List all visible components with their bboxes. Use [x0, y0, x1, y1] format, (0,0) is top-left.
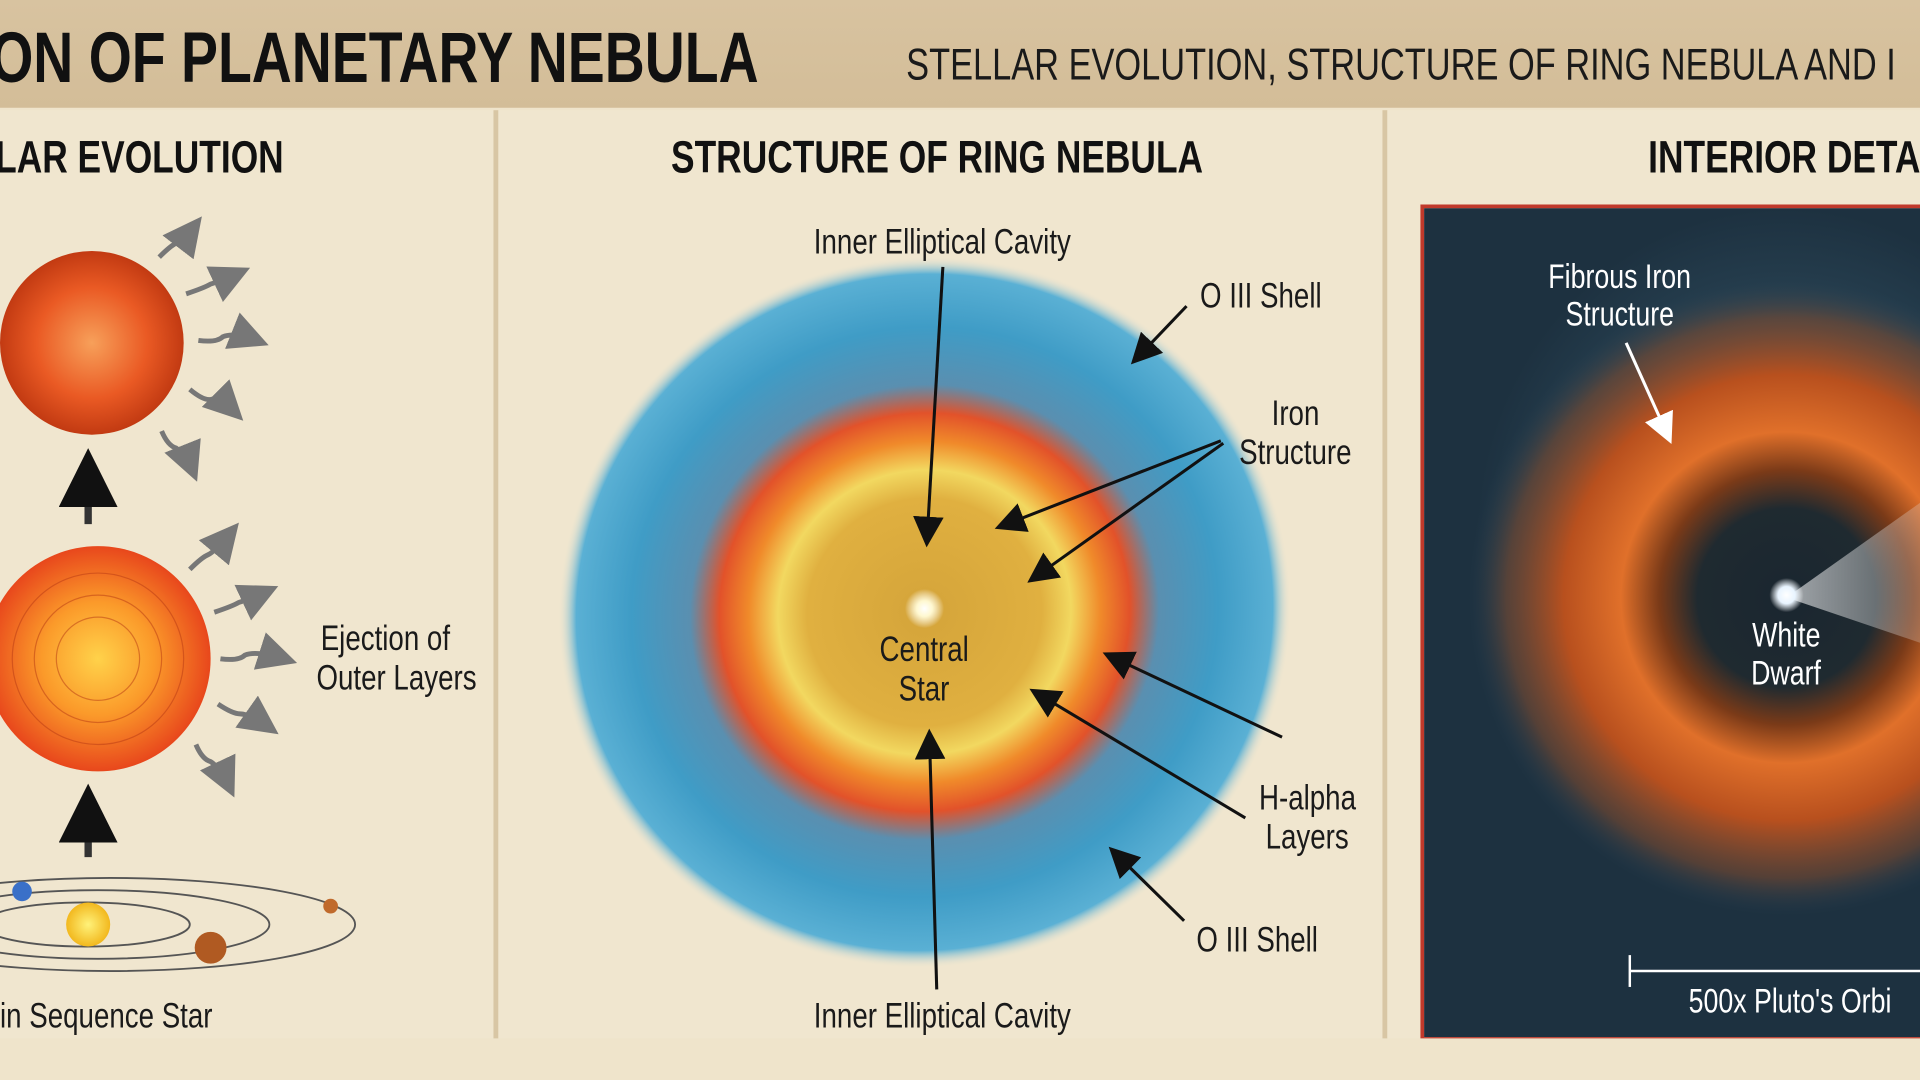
label-text: 500x Pluto's Orbi: [1688, 982, 1892, 1021]
page-subtitle-text: STELLAR EVOLUTION, STRUCTURE OF RING NEB…: [906, 39, 1896, 90]
interior-illustration: [1468, 279, 1920, 987]
label-scale: 500x Pluto's Orbi: [1689, 982, 1920, 1020]
interior-detail-image: Fibrous Iron Structure White Dwarf 500x …: [1420, 204, 1920, 1041]
label-text: O III Shell: [1196, 920, 1319, 961]
label-inner-cavity-top: Inner Elliptical Cavity: [759, 223, 1126, 262]
label-text: O III Shell: [1200, 276, 1323, 316]
label-text: Layers: [1266, 817, 1350, 858]
label-fibrous-iron: Fibrous Iron Structure: [1522, 257, 1718, 333]
divider: [1382, 110, 1388, 1041]
label-text: Inner Elliptical Cavity: [814, 222, 1072, 263]
page-title: ON OF PLANETARY NEBULA: [0, 17, 975, 99]
label-h-alpha-layers: H-alpha Layers: [1237, 779, 1379, 857]
ejection-arrows: [157, 216, 298, 798]
label-oiii-shell-bottom: O III Shell: [1172, 921, 1343, 960]
stellar-evolution-illustration: [0, 216, 356, 972]
label-text: in Sequence Star: [0, 996, 213, 1036]
label-text: Fibrous Iron: [1548, 257, 1692, 296]
zoom-beam: [1786, 502, 1920, 643]
label-oiii-shell-top: O III Shell: [1176, 277, 1347, 316]
label-inner-cavity-bottom: Inner Elliptical Cavity: [759, 997, 1126, 1036]
label-text: Inner Elliptical Cavity: [814, 996, 1072, 1036]
label-white-dwarf: White Dwarf: [1713, 616, 1860, 692]
label-text: Dwarf: [1751, 653, 1822, 692]
footer-strip: [0, 1038, 1920, 1080]
label-text: White: [1752, 615, 1821, 654]
red-giant-star: [0, 251, 184, 435]
label-text: H-alpha: [1259, 778, 1357, 818]
callout-arrows: [913, 266, 1283, 990]
label-text: Structure: [1565, 295, 1675, 334]
central-star: [904, 588, 945, 629]
label-text: Ejection of: [321, 619, 451, 659]
panel-title-text: LAR EVOLUTION: [0, 132, 284, 183]
page-subtitle: STELLAR EVOLUTION, STRUCTURE OF RING NEB…: [906, 39, 1920, 90]
panel-title-text: INTERIOR DETA: [1648, 132, 1920, 183]
planet: [323, 898, 338, 914]
panel-title-stellar-evolution: LAR EVOLUTION: [0, 132, 365, 183]
label-text: Iron: [1271, 394, 1320, 434]
fibrous-arrow: [1624, 342, 1673, 444]
panel-title-interior-detail: INTERIOR DETA: [1648, 132, 1920, 183]
panel-title-text: STRUCTURE OF RING NEBULA: [671, 132, 1204, 183]
label-text: Central: [879, 630, 970, 670]
label-text: Outer Layers: [316, 658, 477, 698]
label-text: Star: [899, 669, 950, 709]
header: ON OF PLANETARY NEBULA STELLAR EVOLUTION…: [0, 0, 1920, 108]
iron-ring: [1468, 279, 1920, 916]
white-dwarf: [1769, 577, 1804, 613]
ring-nebula-illustration: [557, 256, 1292, 990]
planet: [194, 931, 227, 964]
label-central-star: Central Star: [857, 631, 992, 709]
label-text: Structure: [1239, 433, 1352, 473]
page-title-text: ON OF PLANETARY NEBULA: [0, 18, 759, 98]
panel-title-ring-nebula: STRUCTURE OF RING NEBULA: [671, 132, 1353, 183]
divider: [493, 110, 499, 1041]
label-ejection: Ejection of Outer Layers: [294, 620, 478, 698]
label-iron-structure: Iron Structure: [1220, 394, 1372, 472]
main-sequence-star: [66, 902, 111, 947]
expanding-star: [0, 546, 211, 772]
planet: [12, 881, 32, 902]
solar-system: [0, 877, 356, 972]
label-main-sequence: in Sequence Star: [0, 997, 272, 1036]
